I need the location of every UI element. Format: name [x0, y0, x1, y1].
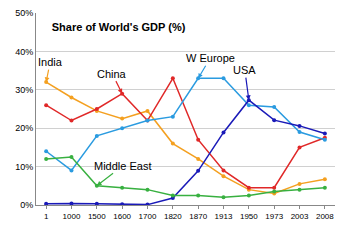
- svg-text:1870: 1870: [189, 212, 207, 221]
- svg-text:2008: 2008: [316, 212, 334, 221]
- svg-text:1820: 1820: [164, 212, 182, 221]
- svg-text:2003: 2003: [291, 212, 309, 221]
- svg-text:1973: 1973: [265, 212, 283, 221]
- svg-text:1600: 1600: [113, 212, 131, 221]
- svg-text:0%: 0%: [20, 200, 33, 210]
- svg-text:1000: 1000: [63, 212, 81, 221]
- svg-text:Middle East: Middle East: [94, 160, 151, 172]
- svg-text:50%: 50%: [15, 8, 33, 18]
- svg-text:20%: 20%: [15, 123, 33, 133]
- svg-text:India: India: [38, 56, 63, 68]
- svg-text:1950: 1950: [240, 212, 258, 221]
- svg-text:10%: 10%: [15, 162, 33, 172]
- svg-text:China: China: [97, 68, 127, 80]
- svg-text:1500: 1500: [88, 212, 106, 221]
- svg-text:40%: 40%: [15, 47, 33, 57]
- svg-text:1700: 1700: [139, 212, 157, 221]
- svg-text:1913: 1913: [215, 212, 233, 221]
- svg-text:1: 1: [44, 212, 49, 221]
- svg-text:W Europe: W Europe: [186, 52, 235, 64]
- svg-text:Share of World's GDP (%): Share of World's GDP (%): [52, 21, 186, 33]
- svg-text:30%: 30%: [15, 85, 33, 95]
- svg-text:USA: USA: [233, 64, 256, 76]
